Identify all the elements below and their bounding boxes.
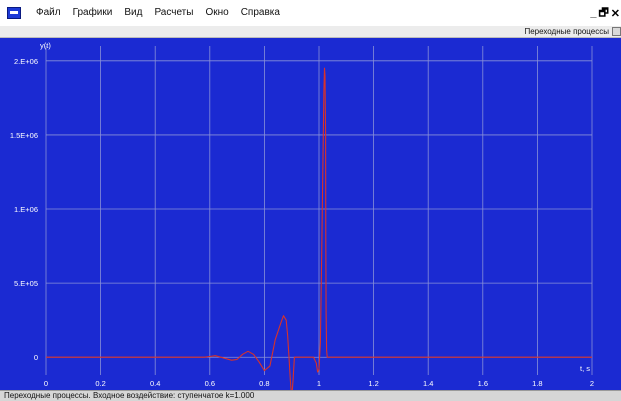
menu-calculations[interactable]: Расчеты (154, 7, 194, 18)
x-tick-label: 1.6 (478, 379, 488, 388)
x-tick-label: 1.2 (368, 379, 378, 388)
tab-button[interactable] (612, 27, 621, 36)
app-icon[interactable] (7, 7, 21, 19)
y-tick-label: 5.E+05 (14, 279, 38, 288)
response-curve (46, 67, 592, 390)
window-controls: _ 🗗 ✕ (589, 6, 621, 20)
x-tick-label: 1.4 (423, 379, 433, 388)
plot-area: 0 0.2 0.4 0.6 0.8 1 1.2 1.4 1.6 1.8 2 0 5.E+05 1.E+06… (0, 38, 621, 390)
y-axis-label: y(t) (40, 41, 51, 50)
menu-help[interactable]: Справка (240, 7, 280, 18)
x-tick-label: 1.8 (532, 379, 542, 388)
status-text: Переходные процессы. Входное воздействие… (4, 391, 255, 400)
main-menu: Файл Графики Вид Расчеты Окно Справка (30, 0, 286, 26)
restore-icon[interactable]: 🗗 (598, 6, 609, 19)
tab-bar: Переходные процессы (0, 26, 621, 38)
menu-window[interactable]: Окно (205, 7, 229, 18)
y-tick-label: 1.5E+06 (10, 131, 38, 140)
tab-transient-processes[interactable]: Переходные процессы (524, 27, 609, 36)
close-icon[interactable]: ✕ (610, 7, 620, 20)
x-tick-label: 0.6 (205, 379, 215, 388)
x-tick-label: 2 (590, 379, 594, 388)
y-tick-label: 2.E+06 (14, 57, 38, 66)
transient-response-chart: 0 0.2 0.4 0.6 0.8 1 1.2 1.4 1.6 1.8 2 0 5.E+05 1.E+06… (10, 41, 594, 390)
menu-file[interactable]: Файл (36, 7, 61, 18)
x-tick-label: 1 (317, 379, 321, 388)
y-tick-label: 1.E+06 (14, 205, 38, 214)
x-axis-label: t, s (580, 364, 590, 373)
status-bar: Переходные процессы. Входное воздействие… (0, 390, 621, 401)
x-tick-label: 0 (44, 379, 48, 388)
menu-graphs[interactable]: Графики (72, 7, 113, 18)
menu-bar: Файл Графики Вид Расчеты Окно Справка _ … (0, 0, 621, 26)
minimize-icon[interactable]: _ (590, 7, 597, 19)
x-tick-label: 0.8 (259, 379, 269, 388)
menu-view[interactable]: Вид (124, 7, 143, 18)
y-tick-label: 0 (34, 353, 38, 362)
x-tick-label: 0.4 (150, 379, 160, 388)
x-tick-label: 0.2 (95, 379, 105, 388)
